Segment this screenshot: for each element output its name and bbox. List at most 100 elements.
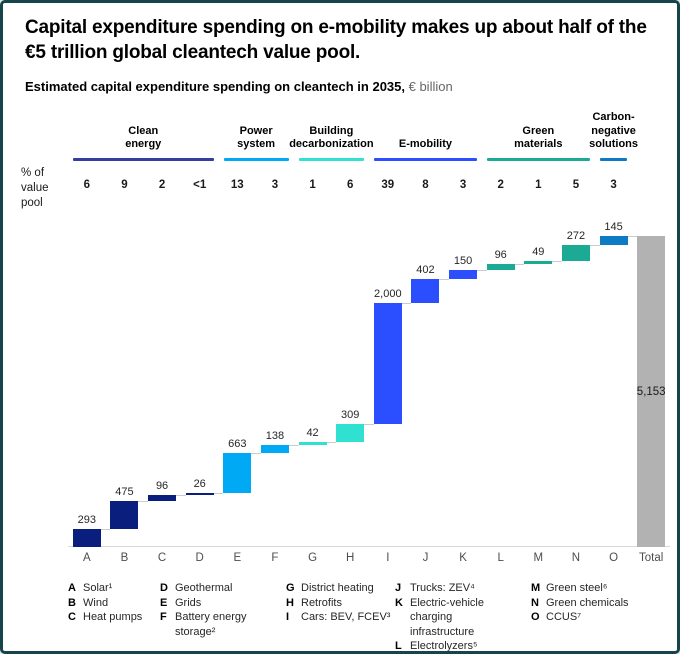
connector-line — [326, 442, 337, 444]
legend-entry-F: F Battery energy storage² — [160, 610, 282, 639]
legend-key: I — [286, 611, 290, 624]
group-underline — [486, 158, 590, 161]
connector-line — [288, 444, 299, 446]
axis-label-G: G — [308, 552, 318, 564]
bar-value-label: 96 — [155, 479, 169, 492]
legend-entry-J: J Trucks: ZEV⁴ — [395, 581, 507, 596]
bar-value-label: 150 — [453, 254, 473, 267]
legend-label: Electric-vehicle charging infrastructure — [410, 596, 484, 638]
legend-entry-K: K Electric-vehicle charging infrastructur… — [395, 596, 507, 640]
subtitle-unit: € billion — [405, 79, 453, 94]
legend-label: Cars: BEV, FCEV³ — [301, 611, 391, 624]
legend-column: A Solar¹ B Wind C Heat pumps — [68, 581, 156, 625]
bar-value-label: 42 — [306, 427, 319, 440]
pct-value-F: 3 — [271, 179, 279, 191]
group-underline — [298, 158, 364, 161]
pct-value-J: 8 — [422, 179, 429, 191]
bar-E — [223, 453, 252, 494]
group-header-row: Clean energy Power system Building decarbo… — [68, 103, 670, 161]
pct-value-L: 2 — [497, 179, 504, 191]
legend-key: D — [160, 582, 168, 594]
legend-label: Trucks: ZEV⁴ — [410, 582, 475, 594]
legend-entry-D: D Geothermal — [160, 581, 282, 596]
axis-label-M: M — [533, 552, 544, 564]
legend-key: J — [395, 582, 402, 594]
bar-value-label: 138 — [265, 429, 285, 442]
legend-key: B — [68, 596, 76, 609]
connector-line — [439, 278, 450, 280]
group-label: Carbon- negative solutions — [589, 110, 639, 151]
legend-label: CCUS⁷ — [546, 611, 582, 624]
legend-label: Battery energy storage² — [175, 611, 247, 638]
legend-key: C — [68, 611, 76, 624]
connector-line — [552, 261, 562, 262]
axis-label-E: E — [233, 552, 242, 564]
bar-value-label: 96 — [494, 248, 507, 261]
bar-H — [336, 423, 365, 443]
x-axis-baseline — [68, 546, 670, 547]
axis-label-K: K — [459, 552, 467, 564]
legend-entry-L: L Electrolyzers⁵ — [395, 639, 507, 653]
axis-label-B: B — [120, 552, 129, 564]
bar-G — [298, 442, 327, 445]
group-underline — [73, 158, 214, 161]
legend-label: Wind — [83, 596, 109, 609]
legend-key: E — [160, 596, 168, 609]
legend-label: Electrolyzers⁵ — [410, 640, 478, 653]
legend-column: G District heating H Retrofits I Cars: BEV, F… — [286, 581, 404, 625]
subtitle-main: Estimated capital expenditure spending o… — [25, 79, 405, 94]
axis-label-J: J — [422, 552, 429, 564]
axis-label-O: O — [609, 552, 619, 564]
group-underline — [223, 158, 289, 161]
legend-key: F — [160, 611, 167, 624]
bar-N — [561, 244, 590, 261]
bar-O — [599, 235, 628, 245]
legend-label: District heating — [301, 582, 374, 594]
legend-entry-A: A Solar¹ — [68, 581, 156, 596]
legend-key: A — [68, 582, 76, 594]
legend-entry-G: G District heating — [286, 581, 404, 596]
page-title: Capital expenditure spending on e-mobili… — [25, 17, 647, 64]
group-label: Clean energy — [125, 124, 162, 151]
pct-value-K: 3 — [459, 179, 467, 191]
axis-label-L: L — [497, 552, 504, 564]
pct-of-value-pool-row: 6 9 2 <1 13 3 1 6 39 8 3 2 1 5 3 — [68, 179, 670, 195]
bar-total — [637, 236, 666, 547]
connector-line — [176, 494, 186, 496]
axis-label-D: D — [195, 552, 204, 564]
bar-value-label: 293 — [77, 514, 96, 527]
bar-K — [449, 269, 478, 279]
bar-value-label: 2,000 — [374, 288, 402, 301]
pct-value-D: <1 — [193, 179, 207, 191]
axis-label-Total: Total — [639, 552, 664, 564]
legend-key: O — [531, 611, 540, 624]
bar-C — [148, 494, 177, 501]
legend-label: Green chemicals — [546, 596, 629, 609]
axis-label-F: F — [271, 552, 279, 564]
group-label: Power system — [237, 124, 276, 151]
group-underline — [374, 158, 477, 161]
bar-A — [72, 529, 101, 547]
legend-key: L — [395, 640, 402, 653]
group-label: E-mobility — [398, 138, 453, 151]
axis-label-N: N — [571, 552, 581, 564]
axis-label-H: H — [346, 552, 355, 564]
connector-line — [100, 529, 111, 531]
connector-line — [477, 269, 487, 271]
bar-value-label: 272 — [566, 229, 586, 242]
legend-key: H — [286, 596, 294, 609]
legend-entry-B: B Wind — [68, 596, 156, 611]
bar-value-label: 26 — [193, 478, 206, 491]
bar-value-label: 49 — [532, 246, 545, 258]
legend-entry-O: O CCUS⁷ — [531, 610, 673, 625]
legend-column: D Geothermal E Grids F Battery energy storage… — [160, 581, 282, 639]
legend-column: M Green steel⁶ N Green chemicals O CCUS⁷ — [531, 581, 673, 625]
legend: A Solar¹ B Wind C Heat pumps D Geothermal E Grids… — [3, 581, 677, 653]
bar-value-label: 663 — [228, 438, 247, 451]
group-label: Building decarbonization — [289, 124, 374, 151]
bar-D — [185, 492, 214, 495]
bar-value-label: 402 — [416, 263, 435, 276]
legend-entry-N: N Green chemicals — [531, 596, 673, 611]
bar-M — [524, 261, 553, 264]
legend-entry-C: C Heat pumps — [68, 610, 156, 625]
